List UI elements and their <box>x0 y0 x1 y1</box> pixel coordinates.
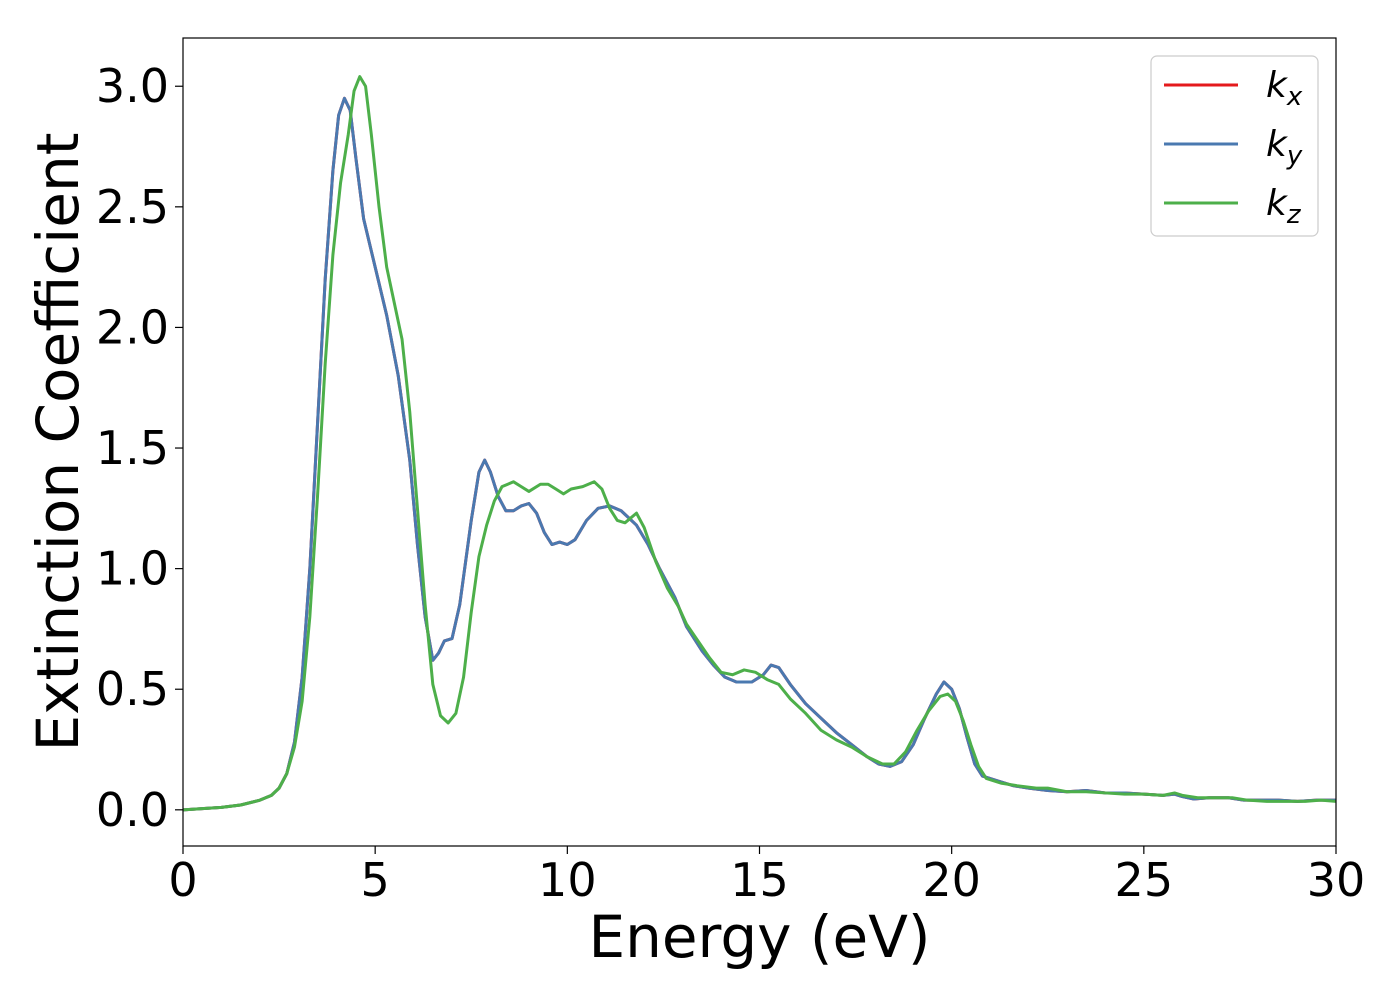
x-tick-label: 5 <box>361 853 390 907</box>
x-tick-label: 20 <box>922 853 981 907</box>
y-tick-label: 0.0 <box>96 783 169 837</box>
x-tick-label: 15 <box>730 853 789 907</box>
x-axis: 0 5 10 15 20 25 30 <box>168 846 1365 907</box>
x-tick-label: 25 <box>1115 853 1174 907</box>
legend-label-k-x: kx <box>1266 65 1303 112</box>
plot-lines <box>183 75 1336 812</box>
y-axis-title: Extinction Coefficient <box>24 133 92 752</box>
y-tick-label: 1.0 <box>96 542 169 596</box>
series-line-k-z <box>183 75 1336 812</box>
y-tick-label: 0.5 <box>96 662 169 716</box>
x-tick-label: 30 <box>1307 853 1366 907</box>
legend-box <box>1150 55 1319 237</box>
legend: kx ky kz <box>1150 55 1319 237</box>
y-tick-label: 1.5 <box>96 421 169 475</box>
x-tick-label: 10 <box>538 853 597 907</box>
y-tick-label: 2.5 <box>96 180 169 234</box>
y-axis: 0.0 0.5 1.0 1.5 2.0 2.5 3.0 <box>96 59 183 837</box>
legend-label-k-y: ky <box>1266 124 1303 171</box>
y-tick-label: 3.0 <box>96 59 169 113</box>
y-tick-label: 2.0 <box>96 300 169 354</box>
legend-label-k-z: kz <box>1266 183 1302 230</box>
x-axis-title: Energy (eV) <box>588 903 930 971</box>
x-tick-label: 0 <box>168 853 197 907</box>
